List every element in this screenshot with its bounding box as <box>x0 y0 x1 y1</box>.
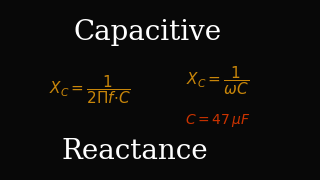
Text: $X_C = \dfrac{1}{\omega C}$: $X_C = \dfrac{1}{\omega C}$ <box>186 65 249 97</box>
Text: Capacitive: Capacitive <box>73 19 221 46</box>
Text: $C = 47\,\mu F$: $C = 47\,\mu F$ <box>185 112 250 129</box>
Text: Reactance: Reactance <box>61 138 208 165</box>
Text: $X_C = \dfrac{1}{2\Pi f{\cdot}C}$: $X_C = \dfrac{1}{2\Pi f{\cdot}C}$ <box>49 74 131 106</box>
